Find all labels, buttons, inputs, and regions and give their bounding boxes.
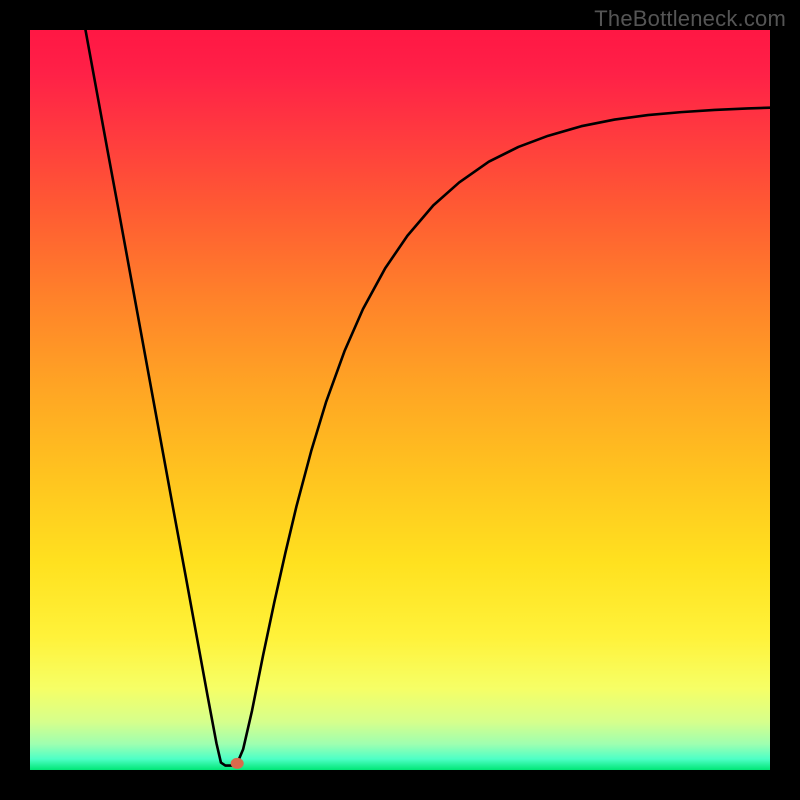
minimum-marker [231,758,244,769]
chart-frame: TheBottleneck.com [0,0,800,800]
plot-area [30,30,770,770]
gradient-background [30,30,770,770]
bottleneck-curve-chart [30,30,770,770]
watermark-text: TheBottleneck.com [594,6,786,32]
